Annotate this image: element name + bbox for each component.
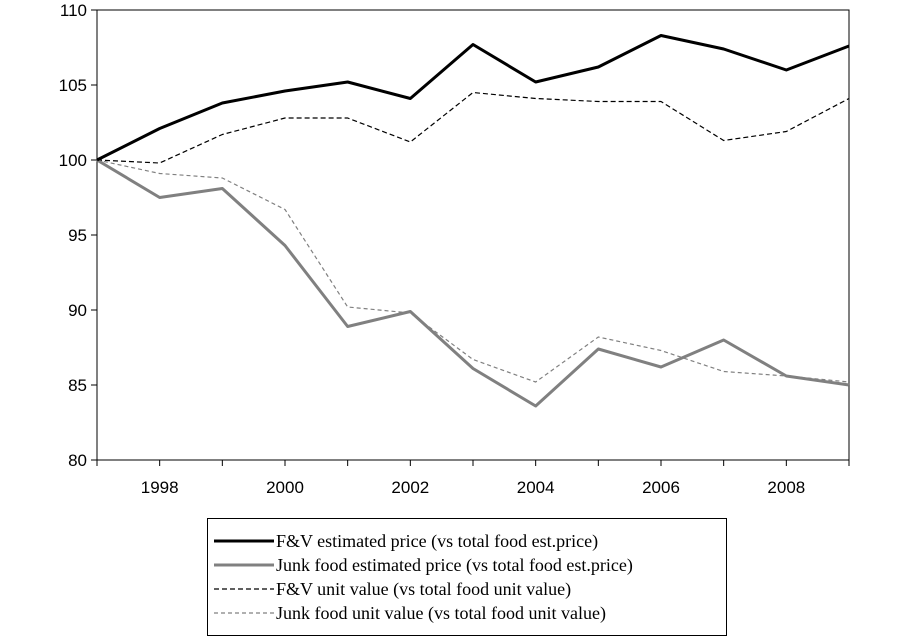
x-axis: 1998 2000 2002 2004 2006 2008 <box>96 460 850 497</box>
legend-label-junk-estimated: Junk food estimated price (vs total food… <box>276 554 633 575</box>
x-tick-label: 2008 <box>767 478 805 497</box>
y-tick-label: 95 <box>68 226 87 245</box>
series-line <box>96 34 850 162</box>
series-line <box>96 91 850 164</box>
y-tick-label: 105 <box>59 76 87 95</box>
series-line <box>96 159 850 383</box>
plot-frame <box>96 9 850 461</box>
legend-item: F&V unit value (vs total food unit value… <box>208 577 726 601</box>
x-tick-label: 2004 <box>517 478 555 497</box>
legend-item: Junk food estimated price (vs total food… <box>208 553 726 577</box>
x-tick-label: 1998 <box>141 478 179 497</box>
x-tick-label: 2002 <box>391 478 429 497</box>
legend-swatch-junk-unit-value <box>214 612 274 614</box>
legend-item: Junk food unit value (vs total food unit… <box>208 601 726 625</box>
series-layer <box>96 34 850 408</box>
y-axis: 80 85 90 95 100 105 110 <box>59 1 97 470</box>
legend: F&V estimated price (vs total food est.p… <box>207 518 727 636</box>
legend-label-fv-unit-value: F&V unit value (vs total food unit value… <box>276 578 572 599</box>
legend-swatch-fv-unit-value <box>214 588 274 590</box>
y-tick-label: 100 <box>59 151 87 170</box>
legend-item: F&V estimated price (vs total food est.p… <box>208 529 726 553</box>
legend-label-junk-unit-value: Junk food unit value (vs total food unit… <box>276 602 606 623</box>
y-tick-label: 90 <box>68 301 87 320</box>
legend-label-fv-estimated: F&V estimated price (vs total food est.p… <box>276 530 599 551</box>
y-tick-label: 80 <box>68 451 87 470</box>
line-chart: 80 85 90 95 100 105 110 1998 2000 2002 2004 2006 20… <box>59 1 850 497</box>
x-tick-label: 2000 <box>266 478 304 497</box>
series-line <box>96 158 850 408</box>
legend-swatch-fv-estimated <box>214 539 274 543</box>
x-tick-label: 2006 <box>642 478 680 497</box>
y-tick-label: 110 <box>60 1 87 20</box>
y-tick-label: 85 <box>68 376 87 395</box>
legend-swatch-junk-estimated <box>214 563 274 567</box>
